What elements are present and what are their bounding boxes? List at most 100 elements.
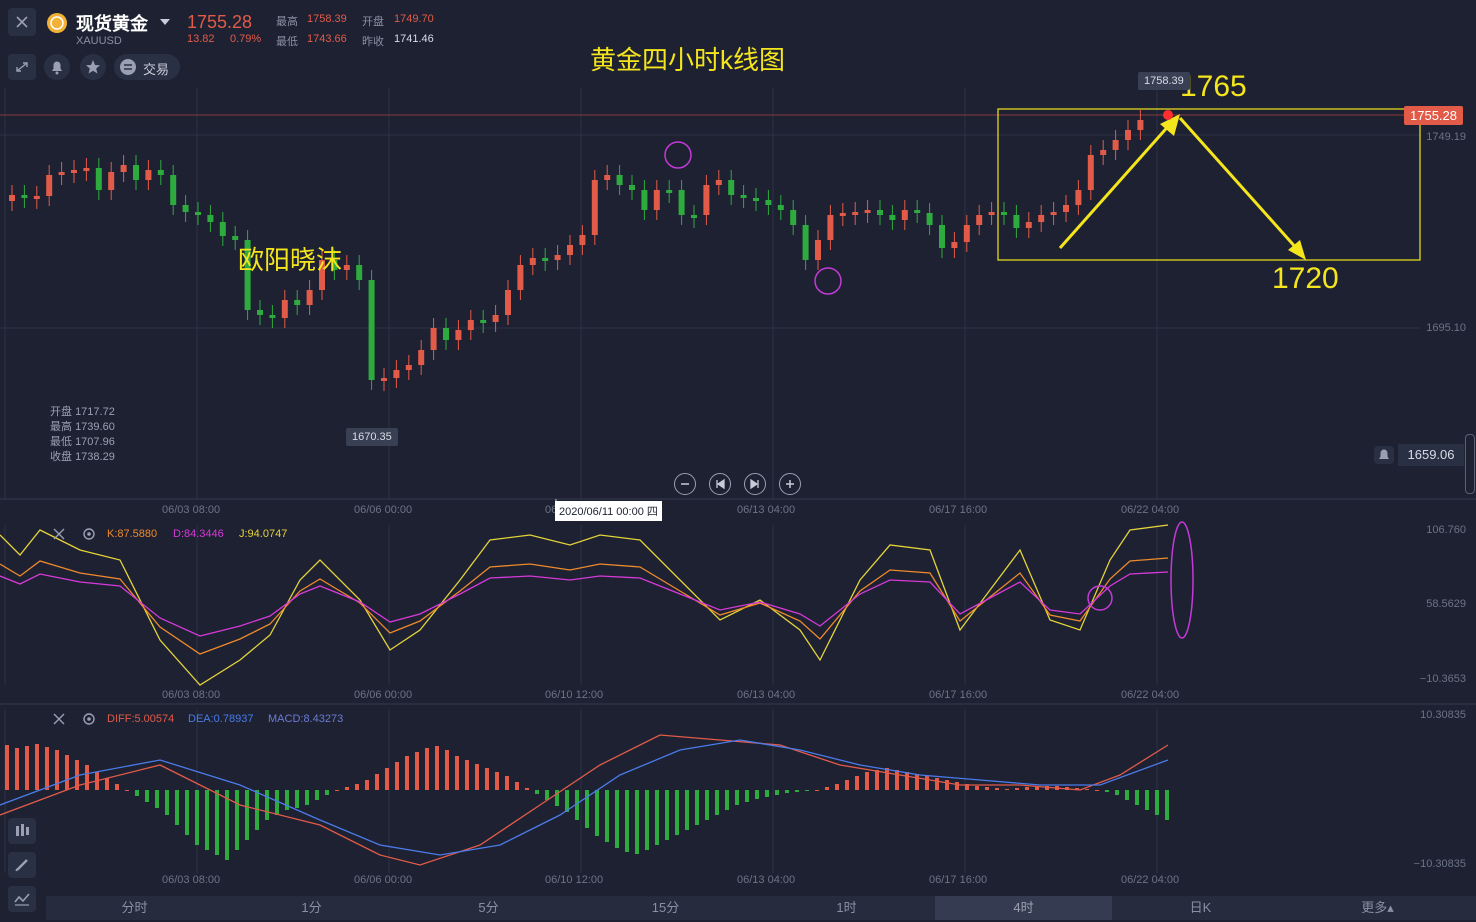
macd-bar (525, 788, 529, 790)
price-axis-label: 1695.10 (1426, 322, 1466, 334)
candle-body (368, 280, 375, 380)
macd-bar (535, 790, 539, 794)
kdj-j-value: J:94.0747 (239, 528, 288, 540)
chevron-down-icon[interactable] (160, 18, 170, 26)
price-alert-button[interactable] (1374, 446, 1394, 464)
timeframe-tab-daily[interactable]: 日K (1189, 900, 1212, 915)
candle-body (703, 185, 710, 215)
candlestick-chart[interactable] (0, 0, 1476, 520)
macd-bar (705, 790, 709, 820)
macd-bar (375, 774, 379, 790)
jump-start-button[interactable] (709, 473, 731, 495)
kdj-k-value: K:87.5880 (107, 528, 158, 540)
annotation-down-target: 1720 (1272, 262, 1339, 295)
macd-bar (855, 776, 859, 790)
candle-body (554, 255, 561, 260)
settings-icon[interactable] (82, 527, 96, 541)
settings-icon[interactable] (82, 712, 96, 726)
macd-bar (1135, 790, 1139, 805)
macd-bar (495, 772, 499, 790)
trade-label: 交易 (143, 62, 170, 77)
jump-end-button[interactable] (744, 473, 766, 495)
annotation-arrow-down (1178, 117, 1300, 251)
high-marker: 1758.39 (1138, 72, 1190, 90)
macd-bar (215, 790, 219, 855)
close-button[interactable] (8, 8, 36, 36)
macd-bar (235, 790, 239, 850)
kdj-chart[interactable] (0, 520, 1476, 705)
candle-body (393, 370, 400, 378)
ohlc-row-low: 最低 1707.96 (50, 436, 115, 448)
candle-body (951, 242, 958, 248)
timeframe-more-menu[interactable]: 更多▴ (1361, 900, 1394, 915)
symbol-name[interactable]: 现货黄金 (76, 14, 148, 34)
macd-bar (1025, 787, 1029, 790)
time-axis-label: 06/17 16:00 (929, 504, 988, 516)
close-icon[interactable] (52, 527, 66, 541)
kdj-axis-label: 106.760 (1426, 524, 1466, 536)
ohlc-row-open: 开盘 1717.72 (50, 406, 115, 418)
crosshair-date-label: 2020/06/11 00:00 四 (555, 501, 662, 521)
candle-body (170, 175, 177, 205)
candle-body (207, 215, 214, 222)
macd-bar (385, 768, 389, 790)
fullscreen-button[interactable] (8, 54, 36, 80)
timeframe-tab-fenshi[interactable]: 分时 (121, 900, 148, 915)
macd-bar (615, 790, 619, 848)
time-axis-label: 06/22 04:00 (1121, 504, 1180, 516)
symbol-code: XAUUSD (76, 35, 122, 47)
timeframe-tab-15m[interactable]: 15分 (651, 900, 680, 915)
macd-diff-value: DIFF:5.00574 (107, 713, 175, 725)
time-axis-label: 06/10 12:00 (545, 874, 604, 886)
macd-bar (635, 790, 639, 854)
indicator-tool-button[interactable] (8, 886, 36, 912)
macd-bar (575, 790, 579, 820)
candle-body (430, 328, 437, 350)
macd-bar (845, 780, 849, 790)
macd-bar (395, 762, 399, 790)
author-watermark: 欧阳晓沫 (238, 245, 343, 275)
macd-bar (165, 790, 169, 815)
macd-bar (255, 790, 259, 830)
pen-tool-button[interactable] (8, 852, 36, 878)
time-axis-label: 06/17 16:00 (929, 874, 988, 886)
timeframe-tab-1m[interactable]: 1分 (301, 900, 322, 915)
macd-bar (295, 790, 299, 808)
candle-body (529, 258, 536, 265)
candle-tool-button[interactable] (8, 818, 36, 844)
trade-button[interactable]: 交易 (114, 54, 180, 80)
highlight-circle (814, 267, 842, 295)
macd-axis-label: −10.30835 (1413, 858, 1466, 870)
macd-bar (1035, 786, 1039, 790)
timeframe-tab-5m[interactable]: 5分 (478, 900, 499, 915)
macd-bar (265, 790, 269, 820)
macd-bar (315, 790, 319, 800)
favorite-button[interactable] (80, 54, 106, 80)
arrow-head-icon (1160, 114, 1180, 136)
macd-bar (5, 745, 9, 790)
macd-bar (645, 790, 649, 850)
candle-body (802, 225, 809, 260)
macd-bar (285, 790, 289, 810)
fullscreen-icon (16, 62, 28, 72)
macd-bar (735, 790, 739, 805)
time-axis-label: 06/22 04:00 (1121, 689, 1180, 701)
zoom-out-button[interactable] (674, 473, 696, 495)
macd-bar (565, 790, 569, 812)
prev-close-label: 昨收 (362, 36, 384, 48)
timeframe-tab-1h[interactable]: 1时 (836, 900, 857, 915)
price-axis-label: 1749.19 (1426, 131, 1466, 143)
arrow-head-icon (1288, 240, 1306, 260)
candle-body (1063, 205, 1069, 212)
candle-body (1137, 120, 1144, 130)
macd-chart[interactable] (0, 705, 1476, 895)
current-price-tag: 1755.28 (1404, 106, 1463, 125)
close-icon[interactable] (52, 712, 66, 726)
vertical-scrollbar[interactable] (1465, 434, 1475, 494)
alert-button[interactable] (44, 54, 70, 80)
zoom-in-button[interactable] (779, 473, 801, 495)
timeframe-tab-4h[interactable]: 4时 (935, 896, 1112, 920)
low-value: 1743.66 (307, 33, 347, 45)
open-value: 1749.70 (394, 13, 434, 25)
macd-bar (365, 780, 369, 790)
